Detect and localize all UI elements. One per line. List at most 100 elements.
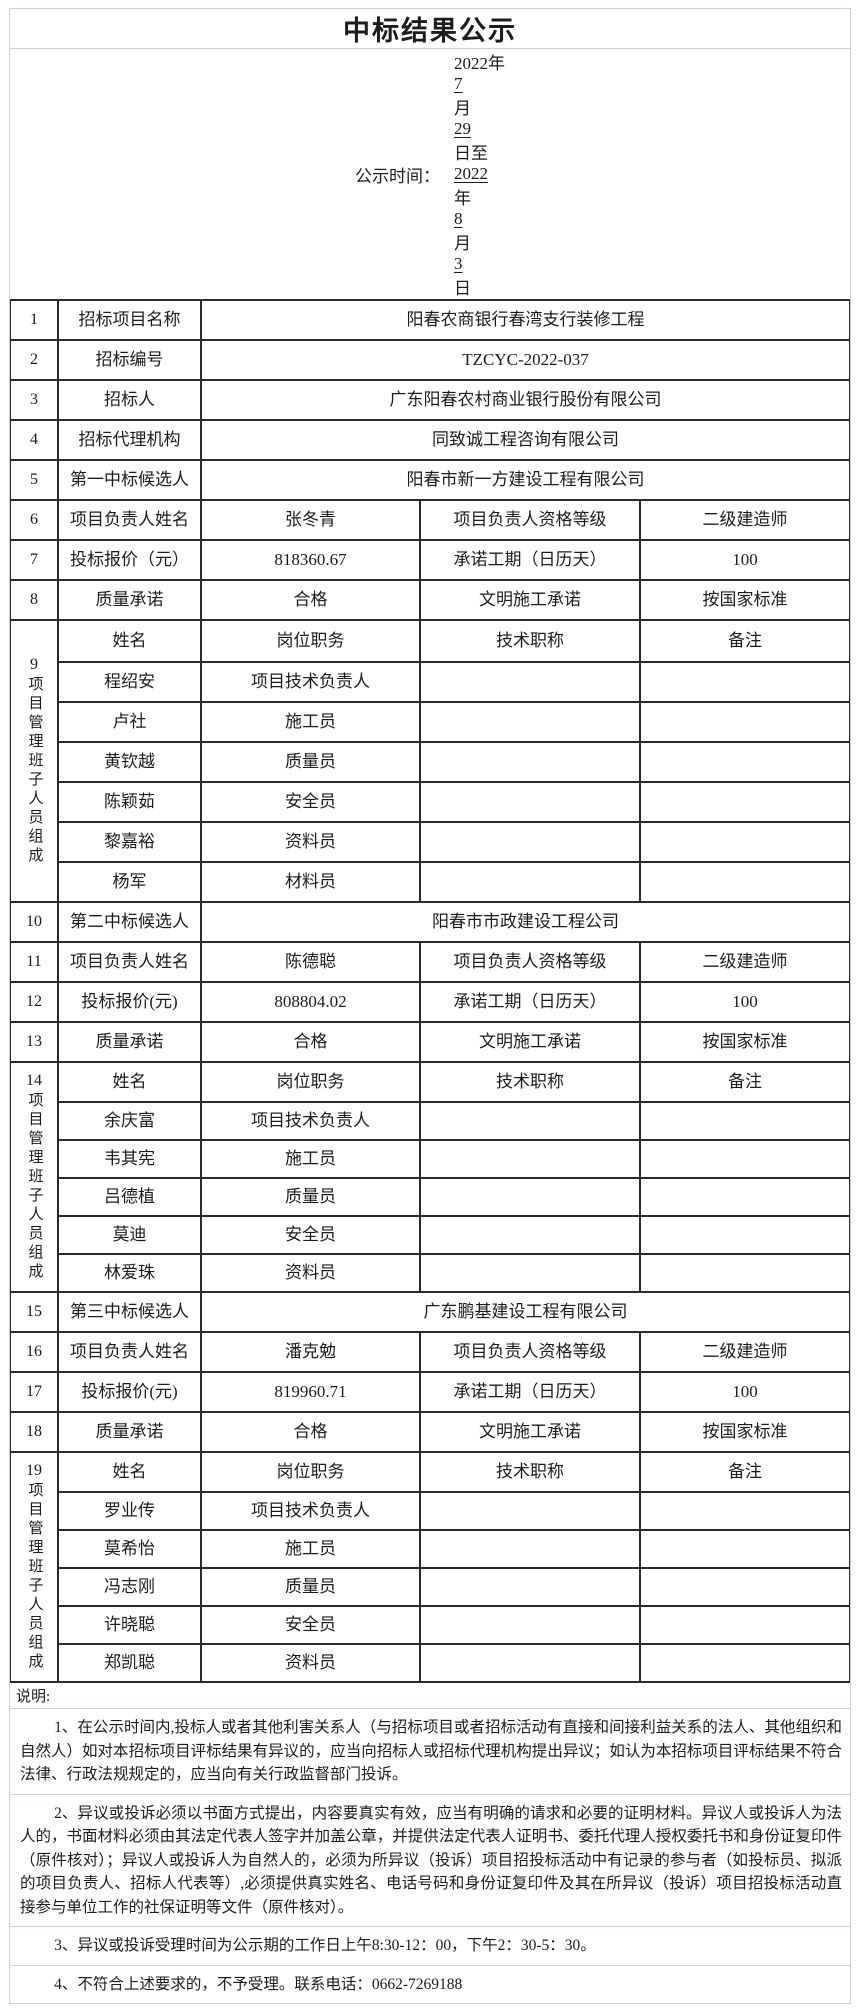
row-label: 投标报价(元): [57, 983, 200, 1021]
row-number: 12: [26, 993, 42, 1010]
sub-cell: 施工员: [200, 1139, 419, 1177]
sub-cell: [419, 661, 639, 701]
table-row: 19 项目管理班子人员组成 姓名 岗位职务 技术职称 备注 罗业传 项目技术负责人 莫希怡 施工员…: [11, 1451, 849, 1681]
row-label: 第一中标候选人: [57, 461, 200, 499]
sub-header-cell: 岗位职务: [200, 621, 419, 661]
table-row: 16 项目负责人姓名 潘克勉 项目负责人资格等级 二级建造师: [11, 1331, 849, 1371]
row-value: 阳春市新一方建设工程有限公司: [200, 461, 849, 499]
date-segment: 月: [454, 99, 471, 118]
row-label-2: 承诺工期（日历天）: [419, 983, 639, 1021]
sub-cell: [639, 1605, 849, 1643]
publicity-time-label: 公示时间：: [355, 166, 440, 186]
row-value: 广东阳春农村商业银行股份有限公司: [200, 381, 849, 419]
sub-header-cell: 技术职称: [419, 1453, 639, 1491]
table-row: 2 招标编号 TZCYC-2022-037: [11, 339, 849, 379]
table-row: 11 项目负责人姓名 陈德聪 项目负责人资格等级 二级建造师: [11, 941, 849, 981]
sub-cell: [639, 1139, 849, 1177]
sub-cell: 许晓聪: [57, 1605, 200, 1643]
row-number-side-cell: 19 项目管理班子人员组成: [11, 1453, 57, 1681]
row-label: 质量承诺: [57, 1413, 200, 1451]
sub-cell: 冯志刚: [57, 1567, 200, 1605]
sub-cell: [639, 1567, 849, 1605]
sub-cell: 杨军: [57, 861, 200, 901]
row-value-2: 按国家标准: [639, 1413, 849, 1451]
row-value: TZCYC-2022-037: [200, 341, 849, 379]
sub-cell: [419, 1567, 639, 1605]
row-value-2: 二级建造师: [639, 501, 849, 539]
date-segment: 月: [454, 234, 471, 253]
sub-cell: [639, 821, 849, 861]
row-number-side-cell: 9 项目管理班子人员组成: [11, 621, 57, 901]
date-segment: 日: [454, 279, 471, 298]
table-row: 1 招标项目名称 阳春农商银行春湾支行装修工程: [11, 301, 849, 339]
note-item: 1、在公示时间内,投标人或者其他利害关系人（与招标项目或者招标活动有直接和间接利…: [10, 1708, 850, 1794]
publicity-time-row: 公示时间： 2022年 7 月 29 日至 2022 年 8 月 3 日: [10, 49, 850, 299]
sub-header-cell: 技术职称: [419, 1063, 639, 1101]
row-label: 招标代理机构: [57, 421, 200, 459]
notes-heading: 说明:: [16, 1689, 51, 1705]
row-label: 项目负责人姓名: [57, 943, 200, 981]
row-number: 3: [30, 391, 38, 408]
sub-cell: 韦其宪: [57, 1139, 200, 1177]
note-item: 3、异议或投诉受理时间为公示期的工作日上午8:30-12：00，下午2：30-5…: [10, 1926, 850, 1965]
sub-cell: 安全员: [200, 781, 419, 821]
sub-cell: 安全员: [200, 1215, 419, 1253]
sub-cell: 资料员: [200, 821, 419, 861]
sub-cell: [639, 1529, 849, 1567]
row-number: 10: [26, 913, 42, 930]
table-row: 17 投标报价(元) 819960.71 承诺工期（日历天） 100: [11, 1371, 849, 1411]
row-label-2: 文明施工承诺: [419, 1023, 639, 1061]
row-number: 14: [26, 1071, 42, 1089]
sub-header-cell: 岗位职务: [200, 1453, 419, 1491]
sub-cell: 安全员: [200, 1605, 419, 1643]
row-label: 质量承诺: [57, 1023, 200, 1061]
row-number: 8: [30, 591, 38, 608]
sub-cell: 项目技术负责人: [200, 661, 419, 701]
sub-cell: 林爱珠: [57, 1253, 200, 1291]
table-row: 7 投标报价（元） 818360.67 承诺工期（日历天） 100: [11, 539, 849, 579]
sub-cell: [419, 821, 639, 861]
sub-cell: [419, 1605, 639, 1643]
row-number: 15: [26, 1303, 42, 1320]
notes-list: 1、在公示时间内,投标人或者其他利害关系人（与招标项目或者招标活动有直接和间接利…: [10, 1708, 850, 2003]
sub-cell: 罗业传: [57, 1491, 200, 1529]
date-segment: 日至: [454, 144, 488, 163]
sub-cell: [419, 1491, 639, 1529]
row-label-2: 承诺工期（日历天）: [419, 1373, 639, 1411]
row-number: 7: [30, 551, 38, 568]
row-value: 808804.02: [200, 983, 419, 1021]
row-label-2: 项目负责人资格等级: [419, 501, 639, 539]
row-value: 合格: [200, 1413, 419, 1451]
table-row: 3 招标人 广东阳春农村商业银行股份有限公司: [11, 379, 849, 419]
row-label: 质量承诺: [57, 581, 200, 619]
sub-cell: 质量员: [200, 1177, 419, 1215]
row-number: 13: [26, 1033, 42, 1050]
row-value: 陈德聪: [200, 943, 419, 981]
row-label: 招标编号: [57, 341, 200, 379]
sub-cell: [639, 1215, 849, 1253]
date-underlined-segment: 7: [454, 74, 463, 93]
row-number: 5: [30, 471, 38, 488]
sub-cell: [419, 781, 639, 821]
row-value-2: 100: [639, 541, 849, 579]
table-row: 5 第一中标候选人 阳春市新一方建设工程有限公司: [11, 459, 849, 499]
sub-cell: 质量员: [200, 1567, 419, 1605]
row-label-2: 文明施工承诺: [419, 1413, 639, 1451]
sub-cell: 资料员: [200, 1643, 419, 1681]
sub-cell: 吕德植: [57, 1177, 200, 1215]
sub-cell: [419, 701, 639, 741]
publicity-time-value: 2022年 7 月 29 日至 2022 年 8 月 3 日: [454, 49, 505, 299]
row-number: 6: [30, 511, 38, 528]
row-label-2: 承诺工期（日历天）: [419, 541, 639, 579]
row-label: 第三中标候选人: [57, 1293, 200, 1331]
date-underlined-segment: 8: [454, 209, 463, 228]
row-label: 投标报价（元）: [57, 541, 200, 579]
row-number: 1: [30, 311, 38, 328]
sub-cell: 莫希怡: [57, 1529, 200, 1567]
row-number: 18: [26, 1423, 42, 1440]
sub-cell: [419, 1139, 639, 1177]
sub-cell: [639, 1101, 849, 1139]
sub-cell: 项目技术负责人: [200, 1491, 419, 1529]
row-value: 阳春农商银行春湾支行装修工程: [200, 301, 849, 339]
row-label: 招标人: [57, 381, 200, 419]
